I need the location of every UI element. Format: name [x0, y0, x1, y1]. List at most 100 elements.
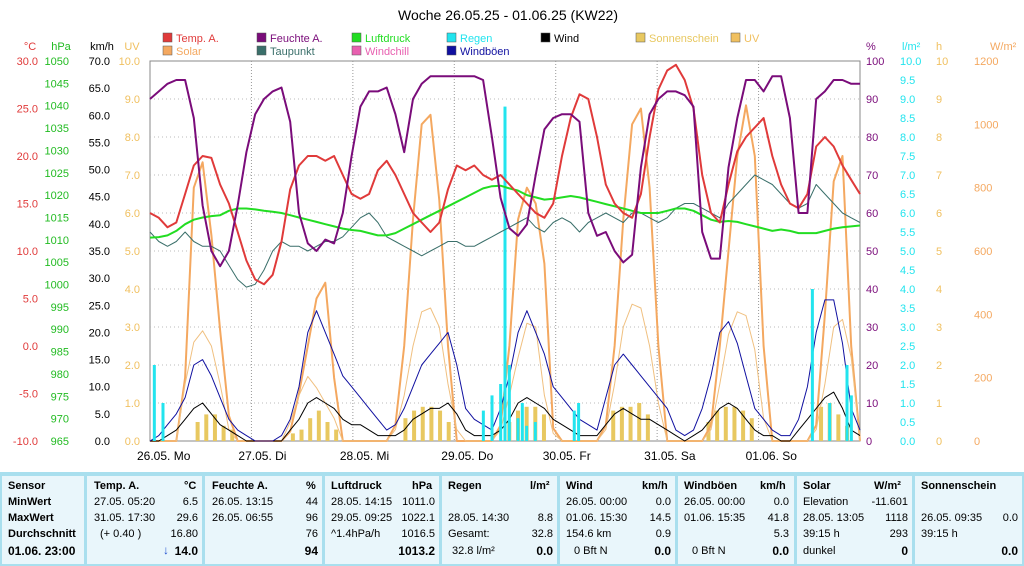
pressure-header: Luftdruck	[331, 480, 382, 492]
legend-swatch	[446, 32, 457, 43]
legend: Temp. A.Solar Feuchte A.Taupunkt Luftdruck…	[162, 32, 760, 58]
axis-tick-left: 60.0	[89, 110, 110, 122]
rain-unit: l/m²	[530, 480, 550, 492]
axis-tick-left: 5.0	[23, 294, 38, 306]
solar-max: 1118	[885, 512, 908, 524]
gust-max: 41.8	[767, 512, 789, 524]
legend-swatch	[446, 45, 457, 56]
pressure-min-time: 28.05. 14:15	[331, 496, 393, 508]
axis-tick-right: 4.5	[900, 265, 915, 277]
temp-down-arrow-icon: ↓	[163, 543, 169, 557]
wind-header: Wind	[566, 480, 593, 492]
axis-tick-right: 3	[936, 322, 942, 334]
axis-tick-right: 70	[866, 170, 878, 182]
axis-tick-right: 6.5	[900, 189, 915, 201]
sunshine-bar	[749, 418, 754, 441]
axis-tick-left: 0.0	[95, 436, 110, 448]
solar-max-time: 28.05. 13:05	[803, 512, 865, 524]
axis-tick-left: 9.0	[125, 94, 140, 106]
wind-distance: 154.6 km	[566, 528, 612, 540]
chart-marks	[149, 63, 861, 442]
solar-avg: 293	[889, 528, 908, 540]
axis-tick-left: 1.0	[125, 398, 140, 410]
axis-tick-right: 200	[974, 373, 992, 385]
axis-tick-right: 6	[936, 208, 942, 220]
solar-current: 0	[901, 544, 908, 558]
axis-tick-left: 5.0	[95, 409, 110, 421]
pressure-current: 1013.2	[398, 544, 435, 558]
axis-tick-right: 9	[936, 94, 942, 106]
axis-unit-right: l/m²	[902, 41, 921, 53]
axis-tick-left: 3.0	[125, 322, 140, 334]
legend-swatch	[635, 32, 646, 43]
axis-tick-left: 5.0	[125, 246, 140, 258]
axis-tick-left: 25.0	[17, 104, 38, 116]
rain-bar	[577, 403, 581, 441]
x-axis-day-label: 01.06. So	[746, 449, 798, 463]
axis-tick-right: 4	[936, 284, 942, 296]
gust-unit: km/h	[760, 480, 786, 492]
axis-tick-right: 60	[866, 208, 878, 220]
humidity-max-time: 26.05. 06:55	[212, 512, 274, 524]
humidity-min-time: 26.05. 13:15	[212, 496, 274, 508]
axis-tick-left: 35.0	[89, 246, 110, 258]
sunshine-bar	[446, 422, 451, 441]
gust-max-time: 01.06. 15:35	[684, 512, 746, 524]
axis-tick-right: 90	[866, 94, 878, 106]
axis-tick-right: 1.0	[900, 398, 915, 410]
legend-label: Temp. A.	[176, 33, 219, 45]
legend-label: Solar	[176, 46, 202, 58]
axis-tick-right: 2.0	[900, 360, 915, 372]
sunshine-bar	[325, 422, 330, 441]
sensor-column	[2, 476, 84, 564]
axis-tick-left: 25.0	[89, 300, 110, 312]
temp-max-time: 31.05. 17:30	[94, 512, 156, 524]
axis-tick-right: 5.5	[900, 227, 915, 239]
axis-tick-left: 970	[51, 414, 69, 426]
axis-tick-left: 1000	[45, 280, 69, 292]
axis-tick-right: 0	[974, 436, 980, 448]
axis-tick-left: 990	[51, 324, 69, 336]
x-axis-day-label: 26.05. Mo	[137, 449, 191, 463]
sunshine-bar	[403, 418, 408, 441]
axis-tick-right: 0.0	[900, 436, 915, 448]
rain-max-time: 28.05. 14:30	[448, 512, 510, 524]
wind-avg: 0.9	[655, 528, 671, 540]
axis-tick-right: 8.5	[900, 113, 915, 125]
sunshine-bar	[195, 422, 200, 441]
chart-title: Woche 26.05.25 - 01.06.25 (KW22)	[398, 7, 618, 23]
axis-tick-left: 20.0	[89, 327, 110, 339]
sunshine-bar	[732, 406, 737, 441]
avg-row-label: Durchschnitt	[8, 528, 76, 540]
rain-total: 32.8	[531, 528, 553, 540]
legend-label: Windchill	[365, 46, 409, 58]
solar-duration: 39:15 h	[803, 528, 840, 540]
axis-tick-left: 45.0	[89, 192, 110, 204]
sunshine-bar	[412, 410, 417, 441]
axis-tick-right: 50	[866, 246, 878, 258]
wind-bft: 0 Bft N	[574, 545, 608, 557]
sunshine-bar	[308, 418, 313, 441]
weather-chart: Woche 26.05.25 - 01.06.25 (KW22) Temp. A…	[13, 7, 1017, 463]
rain-bar	[572, 410, 576, 441]
wind-min: 0.0	[655, 496, 671, 508]
sunshine-bar	[334, 429, 339, 441]
rain-total-label: Gesamt:	[448, 528, 490, 540]
pressure-line	[149, 184, 861, 239]
temp-max: 29.6	[176, 512, 198, 524]
legend-swatch	[162, 45, 173, 56]
rain-bar	[533, 422, 537, 441]
min-row-label: MinWert	[8, 496, 52, 508]
rain-bar	[516, 418, 520, 441]
rain-bar	[481, 410, 485, 441]
sunshine-bar	[637, 403, 642, 441]
legend-label: Luftdruck	[365, 33, 411, 45]
sunshine-max-time: 26.05. 09:35	[921, 512, 983, 524]
legend-swatch	[540, 32, 551, 43]
axis-tick-left: 975	[51, 391, 69, 403]
axis-tick-left: 1015	[45, 212, 69, 224]
axis-tick-left: 965	[51, 436, 69, 448]
axis-tick-left: 15.0	[89, 355, 110, 367]
axis-tick-right: 3.5	[900, 303, 915, 315]
axis-tick-left: 50.0	[89, 165, 110, 177]
